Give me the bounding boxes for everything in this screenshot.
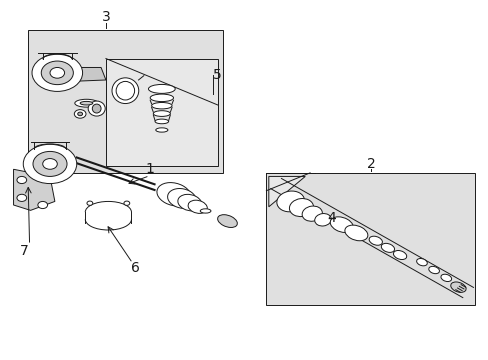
Ellipse shape [289,198,313,217]
Ellipse shape [381,243,394,252]
Ellipse shape [329,217,352,233]
Ellipse shape [88,101,105,116]
Circle shape [17,194,27,202]
Ellipse shape [188,200,207,213]
Circle shape [123,201,129,205]
Text: 1: 1 [145,162,154,176]
Ellipse shape [450,282,465,292]
Text: 5: 5 [213,68,222,82]
Circle shape [32,54,82,91]
Polygon shape [62,67,106,82]
Ellipse shape [151,103,172,109]
Ellipse shape [156,128,167,132]
Ellipse shape [80,102,93,105]
Ellipse shape [276,191,304,212]
Ellipse shape [153,111,170,116]
Ellipse shape [344,225,367,241]
Ellipse shape [368,236,382,245]
Bar [266,173,474,305]
Ellipse shape [416,258,427,266]
Ellipse shape [428,266,439,274]
Circle shape [42,158,57,169]
Ellipse shape [148,85,175,93]
Ellipse shape [314,213,331,226]
Ellipse shape [200,209,210,213]
Polygon shape [14,169,55,210]
Ellipse shape [92,104,101,113]
Text: 6: 6 [130,261,139,275]
Circle shape [87,201,93,205]
Bar [28,30,222,173]
Polygon shape [268,176,305,207]
Circle shape [38,202,47,208]
Bar [106,59,217,166]
Text: 7: 7 [20,244,28,258]
Text: 4: 4 [327,211,336,225]
Ellipse shape [112,78,139,104]
Ellipse shape [155,119,168,124]
Ellipse shape [440,274,451,282]
Text: 3: 3 [102,10,110,24]
Ellipse shape [302,206,322,221]
Circle shape [23,144,77,184]
Circle shape [78,112,82,116]
Text: 2: 2 [366,157,374,171]
Ellipse shape [157,183,191,206]
Ellipse shape [393,251,406,260]
Ellipse shape [75,99,98,107]
Ellipse shape [178,194,202,211]
Ellipse shape [116,81,134,100]
Circle shape [50,67,64,78]
Circle shape [33,152,67,176]
Circle shape [41,61,73,85]
Circle shape [17,176,27,184]
Circle shape [74,110,86,118]
Ellipse shape [167,189,196,208]
Ellipse shape [150,94,173,102]
Ellipse shape [217,215,237,228]
